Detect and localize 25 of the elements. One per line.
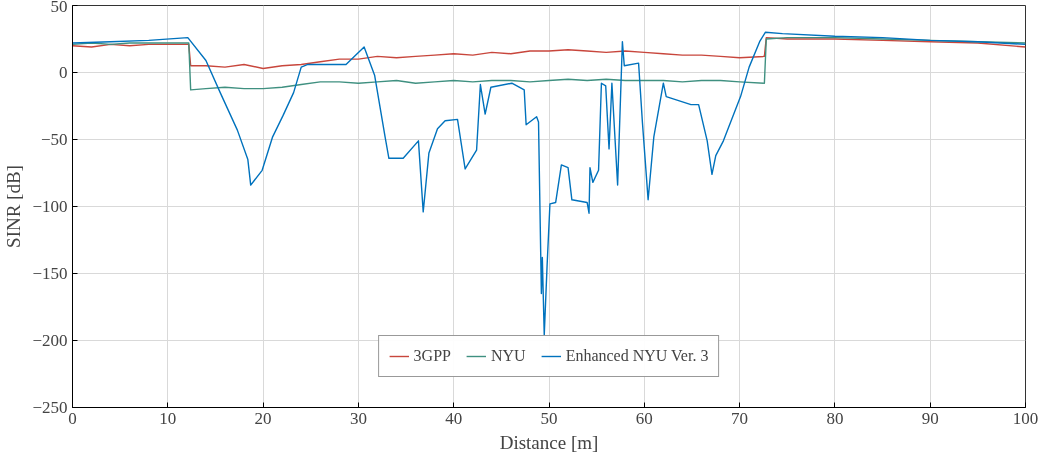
x-tick-label: 50 (540, 408, 558, 428)
x-tick-label: 30 (349, 408, 367, 428)
x-tick-label: 100 (1012, 408, 1039, 428)
y-tick-label: 0 (59, 63, 68, 82)
y-tick-label: −100 (32, 197, 68, 216)
y-tick-label: −200 (32, 331, 68, 350)
x-tick-label: 90 (921, 408, 939, 428)
line-series (72, 36, 1026, 70)
y-tick-label: −150 (32, 264, 68, 283)
line-series (72, 36, 1026, 91)
y-tick-label: −250 (32, 398, 68, 417)
x-tick-label: 10 (159, 408, 177, 428)
legend-label: 3GPP (413, 347, 451, 365)
y-tick-label: −50 (40, 130, 68, 149)
x-tick-label: 80 (826, 408, 844, 428)
x-axis-title: Distance [m] (499, 431, 599, 453)
legend-label: Enhanced NYU Ver. 3 (565, 347, 709, 365)
y-tick-label: 50 (50, 0, 68, 16)
legend-label: NYU (490, 347, 526, 365)
x-tick-label: 60 (635, 408, 653, 428)
x-tick-label: 20 (254, 408, 272, 428)
y-axis-title: SINR [dB] (3, 165, 25, 248)
line-series (72, 31, 1026, 336)
x-tick-label: 70 (731, 408, 749, 428)
x-tick-label: 40 (445, 408, 463, 428)
